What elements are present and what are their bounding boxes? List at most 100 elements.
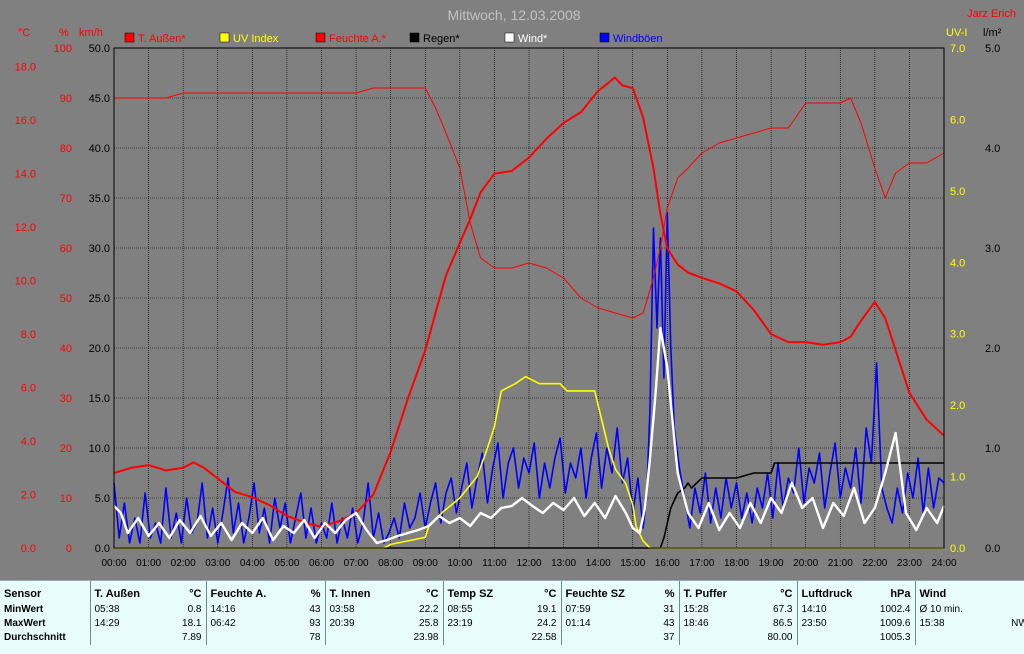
temp-tick-label: 2.0 <box>21 490 36 502</box>
uv-tick-label: 4.0 <box>950 257 965 269</box>
stats-avg-value: 80.00 <box>767 632 793 643</box>
x-tick-label: 01:00 <box>136 558 161 569</box>
weather-chart: Mittwoch, 12.03.2008 Jarz Erich T. Außen… <box>15 7 1016 569</box>
wind-tick-label: 40.0 <box>89 143 110 155</box>
stats-avg-value: 78 <box>309 632 321 643</box>
temp-tick-label: 14.0 <box>15 169 36 181</box>
x-tick-label: 22:00 <box>862 558 887 569</box>
stats-col-unit: % <box>310 588 321 600</box>
x-tick-label: 24:00 <box>931 558 956 569</box>
x-tick-label: 05:00 <box>274 558 299 569</box>
stats-avg-value: 37 <box>663 632 675 643</box>
legend-label: Windböen <box>613 33 663 45</box>
stats-body: Sensor T. Außen °C Feuchte A.% T. Innen °C Tem… <box>0 581 1024 645</box>
x-tick-label: 21:00 <box>828 558 853 569</box>
series-line-uv-index <box>114 375 944 549</box>
series-line-windb-en <box>113 212 945 544</box>
stats-col-name: Wind <box>914 581 979 603</box>
hum-tick-label: 20 <box>60 443 72 455</box>
author-label: Jarz Erich <box>967 8 1016 20</box>
axes: 00:00 01:00 02:00 03:00 04:00 05:00 06:00 07:00… <box>15 43 1001 569</box>
stats-avg-spacer <box>914 631 979 645</box>
series-lines <box>113 76 946 549</box>
stats-min-time: 15:28 <box>678 603 743 617</box>
legend-swatch <box>599 32 610 43</box>
stats-col-unit: °C <box>426 588 439 600</box>
x-tick-label: 18:00 <box>724 558 749 569</box>
stats-col-name: T. Innen <box>324 581 389 603</box>
hum-tick-label: 0 <box>66 543 72 555</box>
x-tick-label: 15:00 <box>620 558 645 569</box>
hum-tick-label: 50 <box>60 293 72 305</box>
rain-tick-label: 4.0 <box>985 143 1000 155</box>
x-tick-label: 16:00 <box>655 558 680 569</box>
wind-unit-label: km/h <box>79 27 103 39</box>
legend-label: Feuchte A.* <box>329 33 387 45</box>
x-tick-label: 11:00 <box>482 558 507 569</box>
stats-max-value: 43 <box>663 618 675 629</box>
x-tick-label: 00:00 <box>101 558 126 569</box>
series-line-wind <box>113 326 946 545</box>
uv-tick-label: 0.0 <box>950 543 965 555</box>
stats-min-time: 03:58 <box>324 603 389 617</box>
uv-tick-label: 5.0 <box>950 186 965 198</box>
wind-tick-label: 15.0 <box>89 393 110 405</box>
stats-avg-value: 7.89 <box>182 632 202 643</box>
stats-panel: Sensor T. Außen °C Feuchte A.% T. Innen °C Tem… <box>0 580 1024 654</box>
x-tick-label: 20:00 <box>793 558 818 569</box>
stats-avg-spacer <box>89 631 152 645</box>
hum-tick-label: 100 <box>54 43 72 55</box>
stats-max-value: 18.1 <box>182 618 202 629</box>
hum-tick-label: 80 <box>60 143 72 155</box>
stats-min-time: 08:55 <box>442 603 507 617</box>
x-tick-label: 09:00 <box>413 558 438 569</box>
stats-max-time: 23:19 <box>442 617 507 631</box>
stats-row-label-max: MaxWert <box>4 618 46 629</box>
stats-max-time: 15:38 <box>914 617 979 631</box>
legend-swatch <box>219 32 230 43</box>
stats-max-time: 14:29 <box>89 617 152 631</box>
stats-col-name: Feuchte SZ <box>560 581 625 603</box>
rain-tick-label: 0.0 <box>985 543 1000 555</box>
uv-tick-label: 1.0 <box>950 472 965 484</box>
chart-title: Mittwoch, 12.03.2008 <box>447 7 580 23</box>
stats-max-value: 1009.6 <box>879 618 911 629</box>
wind-tick-label: 35.0 <box>89 193 110 205</box>
stats-avg-spacer <box>560 631 625 645</box>
uv-tick-label: 2.0 <box>950 400 965 412</box>
rain-tick-label: 5.0 <box>985 43 1000 55</box>
stats-col-name: Feuchte A. <box>205 581 271 603</box>
rain-tick-label: 2.0 <box>985 343 1000 355</box>
stats-min-time: 07:59 <box>560 603 625 617</box>
hum-tick-label: 40 <box>60 343 72 355</box>
stats-avg-spacer <box>796 631 861 645</box>
temp-tick-label: 18.0 <box>15 62 36 74</box>
stats-col-unit: km/h <box>979 581 1024 603</box>
hum-tick-label: 70 <box>60 193 72 205</box>
uv-tick-label: 7.0 <box>950 43 965 55</box>
temp-unit-label: °C <box>18 27 30 39</box>
uv-tick-label: 3.0 <box>950 329 965 341</box>
hum-unit-label: % <box>59 27 69 39</box>
stats-min-time: 14:10 <box>796 603 861 617</box>
x-tick-label: 03:00 <box>205 558 230 569</box>
series-line-t-au-en <box>113 76 945 528</box>
stats-avg-spacer <box>678 631 743 645</box>
temp-tick-label: 4.0 <box>21 436 36 448</box>
stats-max-time: 18:46 <box>678 617 743 631</box>
rain-unit-label: l/m² <box>983 27 1002 39</box>
stats-max-value: 24.2 <box>537 618 557 629</box>
wind-tick-label: 45.0 <box>89 93 110 105</box>
wind-tick-label: 0.0 <box>95 543 110 555</box>
stats-min-value: 1002.4 <box>879 604 911 615</box>
wind-tick-label: 50.0 <box>89 43 110 55</box>
legend-label: UV Index <box>233 33 279 45</box>
stats-avg-value: 1005.3 <box>879 632 911 643</box>
hum-tick-label: 10 <box>60 493 72 505</box>
temp-tick-label: 10.0 <box>15 276 36 288</box>
stats-avg-value: 23.98 <box>413 632 439 643</box>
stats-row-label-min: MinWert <box>4 604 44 615</box>
hum-tick-label: 30 <box>60 393 72 405</box>
uv-tick-label: 6.0 <box>950 114 965 126</box>
legend-label: T. Außen* <box>138 33 186 45</box>
